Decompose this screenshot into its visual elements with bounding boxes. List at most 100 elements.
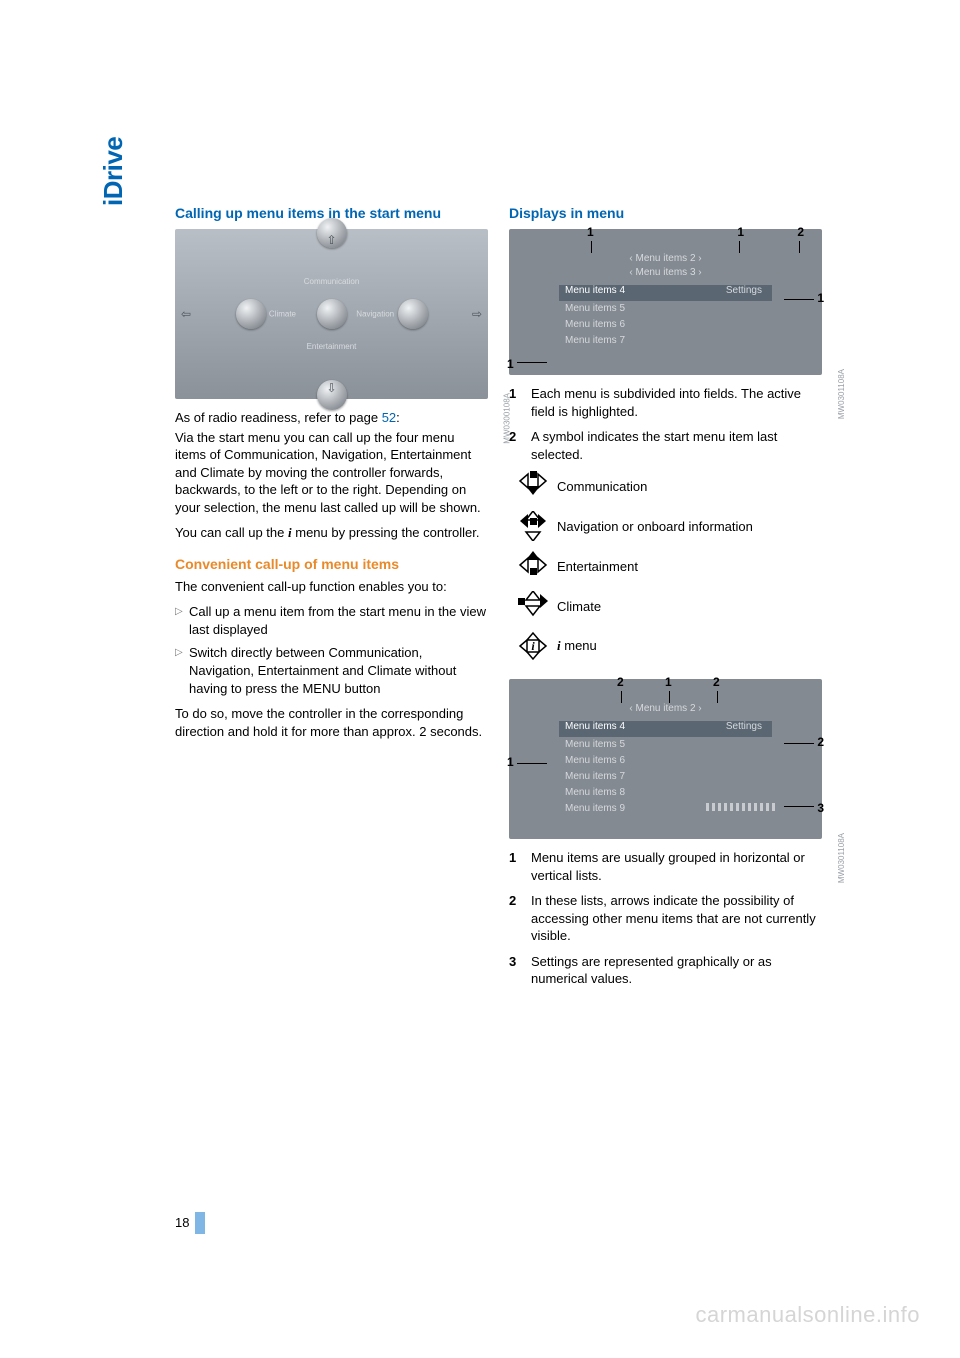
arrow-left-icon: ⇦ <box>181 307 191 321</box>
menu-button-label: MENU <box>302 681 340 696</box>
symbol-label: Climate <box>557 599 822 614</box>
page-number-bar-icon <box>195 1212 205 1234</box>
figure-start-menu: Communication Entertainment Navigation C… <box>175 229 488 399</box>
arrow-up-icon: ⇧ <box>326 233 336 247</box>
knob-east-icon <box>398 299 428 329</box>
leader-line <box>784 299 814 300</box>
menu-row: Menu items 6 <box>559 755 772 771</box>
arrow-right-icon: ⇨ <box>472 307 482 321</box>
menu-row: Menu items 8 <box>559 787 772 803</box>
menu-row-label: Menu items 4 <box>565 721 625 732</box>
callout-1-bottom: 1 <box>507 357 514 371</box>
menu-title-3: ‹ Menu items 3 › <box>629 267 701 278</box>
callout-1-top-left: 1 <box>587 225 594 239</box>
menu-row-label: Menu items 9 <box>565 803 625 814</box>
num-row: 2A symbol indicates the start menu item … <box>509 428 822 463</box>
paragraph-hold-two-seconds: To do so, move the controller in the cor… <box>175 705 488 740</box>
bullet-item: ▷ Switch directly between Communication,… <box>175 644 488 697</box>
arrow-down-icon: ⇩ <box>326 381 336 395</box>
text-fragment: As of radio readiness, refer to page <box>175 410 382 425</box>
bullet-text: Call up a menu item from the start menu … <box>189 603 488 638</box>
menu-row-label: Menu items 6 <box>565 755 625 766</box>
figure-displays-1: 1 1 2 1 1 ‹ Menu items 2 › ‹ Menu items … <box>509 229 822 375</box>
callout-2-top-right: 2 <box>713 675 720 689</box>
text-fragment: menu <box>561 638 597 653</box>
numbered-list-1: 1Each menu is subdivided into fields. Th… <box>509 385 822 463</box>
num-marker: 2 <box>509 428 531 463</box>
bullet-text: Switch directly between Communication, N… <box>189 644 488 697</box>
bullet-item: ▷ Call up a menu item from the start men… <box>175 603 488 638</box>
num-row: 2In these lists, arrows indicate the pos… <box>509 892 822 945</box>
paragraph-via-start-menu: Via the start menu you can call up the f… <box>175 429 488 517</box>
num-row: 3Settings are represented graphically or… <box>509 953 822 988</box>
symbol-label: Entertainment <box>557 559 822 574</box>
cross-label-communication: Communication <box>304 277 360 286</box>
heading-convenient-callup: Convenient call-up of menu items <box>175 556 488 572</box>
triangle-bullet-icon: ▷ <box>175 644 189 697</box>
num-marker: 1 <box>509 849 531 884</box>
menu-row: Menu items 7 <box>559 771 772 787</box>
paragraph-convenient-intro: The convenient call-up function enables … <box>175 578 488 596</box>
text-fragment: menu by pressing the controller. <box>292 525 480 540</box>
symbol-communication-icon <box>509 471 557 501</box>
menu-row-label: Menu items 6 <box>565 319 625 330</box>
symbol-climate-icon <box>509 591 557 621</box>
symbol-label: Navigation or onboard information <box>557 519 822 534</box>
figureB-caption: MW0301108A <box>837 369 846 419</box>
leader-line <box>669 691 670 703</box>
symbol-row-imenu: i i menu <box>509 631 822 661</box>
menu-row-label: Menu items 5 <box>565 303 625 314</box>
heading-displays-in-menu: Displays in menu <box>509 205 822 221</box>
page-number: 18 <box>175 1215 189 1230</box>
paragraph-call-up-i-menu: You can call up the i menu by pressing t… <box>175 524 488 542</box>
figure-displays-2: 2 1 2 1 2 3 ‹ Menu items 2 › Menu items … <box>509 679 822 839</box>
leader-line <box>517 763 547 764</box>
symbol-label: Communication <box>557 479 822 494</box>
symbol-navigation-icon <box>509 511 557 541</box>
symbol-table: Communication Navigation or onboard info… <box>509 471 822 661</box>
leader-line <box>784 743 814 744</box>
leader-line <box>517 362 547 363</box>
menu-row-label: Menu items 4 <box>565 285 625 296</box>
cross-label-navigation: Navigation <box>356 310 394 319</box>
callout-1-right: 1 <box>817 291 824 305</box>
menu-title-2: ‹ Menu items 2 › <box>629 253 701 264</box>
side-section-label: iDrive <box>98 137 129 206</box>
cross-label-climate: Climate <box>269 310 296 319</box>
num-text: In these lists, arrows indicate the poss… <box>531 892 822 945</box>
menu-settings-label: Settings <box>726 721 762 732</box>
callout-2-top-left: 2 <box>617 675 624 689</box>
text-fragment: You can call up the <box>175 525 288 540</box>
left-column: Calling up menu items in the start menu … <box>175 205 488 748</box>
leader-line <box>621 691 622 703</box>
symbol-entertainment-icon <box>509 551 557 581</box>
knob-west-icon <box>236 299 266 329</box>
callout-1-top-right: 1 <box>737 225 744 239</box>
text-fragment: : <box>396 410 400 425</box>
page-link-52[interactable]: 52 <box>382 410 396 425</box>
symbol-label: i menu <box>557 638 822 654</box>
menu-row-label: Menu items 7 <box>565 771 625 782</box>
num-row: 1Menu items are usually grouped in horiz… <box>509 849 822 884</box>
num-marker: 1 <box>509 385 531 420</box>
cross-label-entertainment: Entertainment <box>307 342 357 351</box>
callout-2-top: 2 <box>797 225 804 239</box>
menu-row: Menu items 5 <box>559 303 772 319</box>
leader-line <box>739 241 740 253</box>
callout-1-left: 1 <box>507 755 514 769</box>
menu-row: Menu items 5 <box>559 739 772 755</box>
bullet-list: ▷ Call up a menu item from the start men… <box>175 603 488 697</box>
right-column: Displays in menu 1 1 2 1 1 ‹ Menu items … <box>509 205 822 996</box>
graphical-slider-icon <box>706 803 776 811</box>
symbol-row-entertainment: Entertainment <box>509 551 822 581</box>
leader-line <box>784 806 814 807</box>
num-text: Each menu is subdivided into fields. The… <box>531 385 822 420</box>
menu-title-2: ‹ Menu items 2 › <box>629 703 701 714</box>
num-row: 1Each menu is subdivided into fields. Th… <box>509 385 822 420</box>
menu-row-label: Menu items 7 <box>565 335 625 346</box>
menu-row-label: Menu items 8 <box>565 787 625 798</box>
knob-center-icon <box>317 299 347 329</box>
num-text: Menu items are usually grouped in horizo… <box>531 849 822 884</box>
symbol-row-communication: Communication <box>509 471 822 501</box>
menu-row: Menu items 7 <box>559 335 772 351</box>
